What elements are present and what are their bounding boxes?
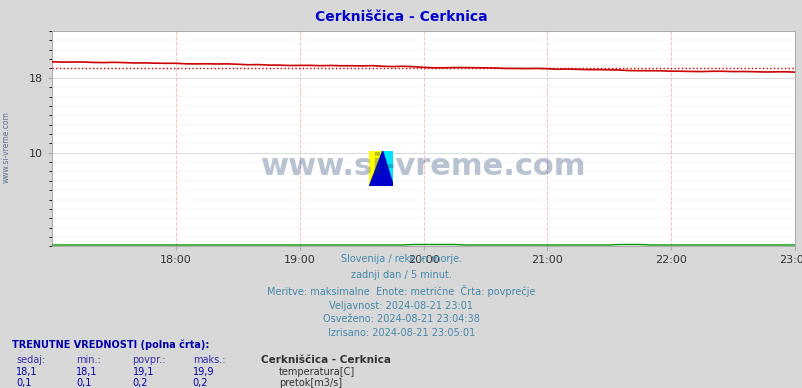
Text: temperatura[C]: temperatura[C] [278, 367, 354, 377]
Text: 0,1: 0,1 [76, 378, 91, 388]
Text: Cerkniščica - Cerknica: Cerkniščica - Cerknica [261, 355, 391, 365]
Text: 0,2: 0,2 [192, 378, 208, 388]
Text: 19,1: 19,1 [132, 367, 154, 377]
Text: www.si-vreme.com: www.si-vreme.com [2, 111, 11, 184]
Polygon shape [369, 151, 383, 186]
Text: Veljavnost: 2024-08-21 23:01: Veljavnost: 2024-08-21 23:01 [329, 301, 473, 311]
Text: 0,2: 0,2 [132, 378, 148, 388]
Text: 18,1: 18,1 [16, 367, 38, 377]
Text: Izrisano: 2024-08-21 23:05:01: Izrisano: 2024-08-21 23:05:01 [327, 328, 475, 338]
Polygon shape [383, 151, 393, 186]
Text: min.:: min.: [76, 355, 101, 365]
Text: sedaj:: sedaj: [16, 355, 45, 365]
Polygon shape [369, 151, 393, 186]
Text: 18,1: 18,1 [76, 367, 98, 377]
Text: www.si-vreme.com: www.si-vreme.com [261, 152, 586, 181]
Text: 0,1: 0,1 [16, 378, 31, 388]
Text: maks.:: maks.: [192, 355, 225, 365]
Text: Slovenija / reke in morje.: Slovenija / reke in morje. [341, 254, 461, 264]
Text: zadnji dan / 5 minut.: zadnji dan / 5 minut. [350, 270, 452, 280]
Text: Cerkniščica - Cerknica: Cerkniščica - Cerknica [315, 10, 487, 24]
Text: TRENUTNE VREDNOSTI (polna črta):: TRENUTNE VREDNOSTI (polna črta): [12, 340, 209, 350]
Text: 19,9: 19,9 [192, 367, 214, 377]
Text: pretok[m3/s]: pretok[m3/s] [278, 378, 342, 388]
Text: Meritve: maksimalne  Enote: metrične  Črta: povprečje: Meritve: maksimalne Enote: metrične Črta… [267, 285, 535, 297]
Text: Osveženo: 2024-08-21 23:04:38: Osveženo: 2024-08-21 23:04:38 [322, 314, 480, 324]
Text: povpr.:: povpr.: [132, 355, 166, 365]
